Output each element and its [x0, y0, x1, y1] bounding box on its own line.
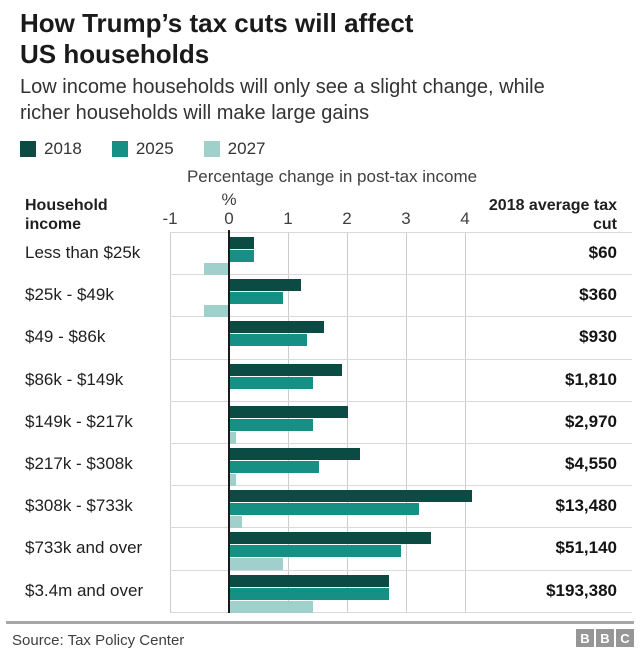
bbc-logo-block-2: B [596, 629, 614, 647]
bar-2025 [230, 461, 319, 473]
bar-2025 [230, 376, 313, 389]
column-header-average-tax-cut: 2018 average tax cut [488, 197, 617, 233]
horizontal-gridline [170, 232, 632, 233]
legend-swatch-2027 [203, 141, 220, 157]
bar-2027 [204, 263, 228, 275]
legend-item-2025: 2025 [111, 139, 174, 159]
row-label-category: $49 - $86k [25, 327, 106, 347]
horizontal-gridline [170, 485, 632, 487]
vertical-gridline-4 [465, 232, 466, 612]
row-value-tax-cut: $51,140 [555, 538, 617, 558]
horizontal-gridline [170, 443, 632, 444]
bar-2027 [230, 600, 313, 613]
bar-2025 [230, 334, 307, 347]
horizontal-gridline [170, 611, 632, 613]
legend-label-2027: 2027 [227, 139, 266, 158]
x-tick-label--1: -1 [162, 209, 178, 228]
x-tick-label-1: 1 [283, 209, 293, 228]
bar-2025 [230, 545, 402, 558]
legend-swatch-2025 [111, 141, 128, 157]
row-value-tax-cut: $1,810 [565, 369, 617, 389]
vertical-gridline-2 [347, 232, 348, 612]
row-label-category: $733k and over [25, 538, 143, 558]
bar-2027 [230, 431, 236, 444]
source-credit: Source: Tax Policy Center [12, 632, 185, 649]
row-label-category: $217k - $308k [25, 454, 133, 473]
bar-2018 [230, 490, 472, 503]
legend-label-2025: 2025 [135, 139, 174, 158]
x-tick-label-0: 0 [224, 209, 234, 228]
bar-2018 [230, 405, 348, 418]
row-label-category: $149k - $217k [25, 411, 133, 431]
chart-legend: 2018 2025 2027 [20, 139, 295, 159]
bar-2018 [230, 532, 431, 545]
legend-label-2018: 2018 [44, 139, 82, 158]
row-value-tax-cut: $60 [588, 243, 617, 262]
bar-2025 [230, 503, 419, 516]
row-label-category: $308k - $733k [25, 496, 133, 516]
horizontal-gridline [170, 527, 632, 529]
bar-2027 [230, 474, 236, 486]
legend-swatch-2018 [20, 141, 36, 157]
bar-2018 [230, 237, 254, 249]
bbc-logo-block-3: C [616, 629, 634, 647]
bar-2025 [230, 292, 284, 305]
bar-2025 [230, 418, 313, 431]
bar-2027 [230, 516, 242, 529]
row-value-tax-cut: $13,480 [555, 496, 617, 516]
bar-2025 [230, 587, 390, 600]
bbc-logo-block-1: B [576, 629, 594, 647]
vertical-gridline-3 [406, 232, 407, 612]
horizontal-gridline [170, 400, 632, 402]
bar-2025 [230, 250, 254, 262]
percent-unit-label: % [221, 190, 237, 209]
horizontal-gridline [170, 358, 632, 360]
footer-divider [6, 621, 634, 624]
bar-2018 [230, 448, 360, 460]
horizontal-gridline [170, 569, 632, 571]
row-value-tax-cut: $4,550 [565, 454, 617, 473]
page-title: How Trump’s tax cuts will affect US hous… [20, 8, 480, 70]
bar-2027 [230, 558, 284, 571]
bar-2018 [230, 574, 390, 587]
bar-2018 [230, 363, 343, 376]
x-tick-label-3: 3 [401, 209, 411, 228]
row-value-tax-cut: $193,380 [546, 580, 617, 600]
row-value-tax-cut: $360 [579, 285, 617, 305]
bar-2018 [230, 279, 301, 292]
zero-axis-line [228, 230, 230, 613]
x-tick-label-4: 4 [460, 209, 470, 228]
title-line-2: US households [20, 39, 210, 69]
bar-2018 [230, 321, 325, 334]
vertical-gridline--1 [170, 232, 171, 612]
row-value-tax-cut: $2,970 [565, 411, 617, 431]
subtitle-line-1: Low income households will only see a sl… [20, 76, 545, 98]
horizontal-gridline [170, 316, 632, 318]
row-label-category: $86k - $149k [25, 369, 124, 389]
row-value-tax-cut: $930 [579, 327, 617, 347]
subtitle-line-2: richer households will make large gains [20, 102, 370, 124]
legend-item-2018: 2018 [20, 139, 82, 159]
page-subtitle: Low income households will only see a sl… [20, 74, 626, 126]
horizontal-gridline [170, 274, 632, 276]
legend-item-2027: 2027 [203, 139, 266, 159]
row-label-category: Less than $25k [25, 243, 141, 262]
row-label-category: $3.4m and over [25, 580, 144, 600]
row-label-category: $25k - $49k [25, 285, 114, 305]
axis-title: Percentage change in post-tax income [186, 167, 478, 186]
x-tick-label-2: 2 [342, 209, 352, 228]
title-line-1: How Trump’s tax cuts will affect [20, 8, 414, 38]
column-header-household-income: Household income [25, 197, 108, 233]
bar-2027 [204, 305, 228, 318]
